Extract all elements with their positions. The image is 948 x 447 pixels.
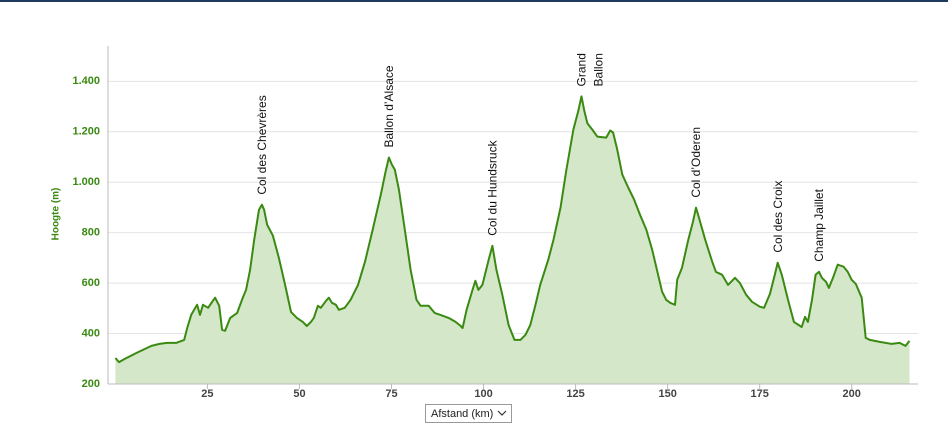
peak-label: Col d’Oderen: [689, 127, 703, 198]
top-bar: [0, 0, 948, 2]
x-tick-label: 75: [385, 388, 397, 400]
y-tick-label: 600: [82, 277, 100, 289]
y-axis-label: Hoogte (m): [51, 188, 62, 241]
x-tick-label: 50: [293, 388, 305, 400]
peak-label: Col des Croix: [771, 181, 785, 253]
x-tick-label: 150: [658, 388, 676, 400]
y-tick-label: 1.200: [72, 126, 100, 138]
peak-label: Grand: [575, 53, 589, 86]
y-tick-label: 200: [82, 378, 100, 390]
x-tick-label: 125: [566, 388, 584, 400]
peak-label: Col du Hundsruck: [486, 139, 500, 235]
x-tick-label: 25: [201, 388, 213, 400]
peak-label: Ballon: [592, 53, 606, 86]
peak-label: Champ Jaillet: [812, 188, 826, 261]
peak-label: Col des Chevrères: [255, 95, 269, 194]
y-tick-label: 1.400: [72, 75, 100, 87]
x-tick-label: 200: [843, 388, 861, 400]
y-tick-label: 1.000: [72, 176, 100, 188]
x-tick-label: 175: [751, 388, 769, 400]
x-axis-dropdown[interactable]: Afstand (km): [425, 404, 512, 423]
x-tick-label: 100: [474, 388, 492, 400]
peak-label: Ballon d’Alsace: [382, 65, 396, 147]
dropdown-chevron[interactable]: [497, 410, 507, 416]
area-line: [114, 95, 911, 364]
y-tick-label: 800: [82, 227, 100, 239]
x-axis-label[interactable]: Afstand (km): [431, 408, 493, 420]
y-tick-label: 400: [82, 327, 100, 339]
dropdown-box[interactable]: [425, 404, 512, 423]
area-fill: [115, 96, 910, 385]
